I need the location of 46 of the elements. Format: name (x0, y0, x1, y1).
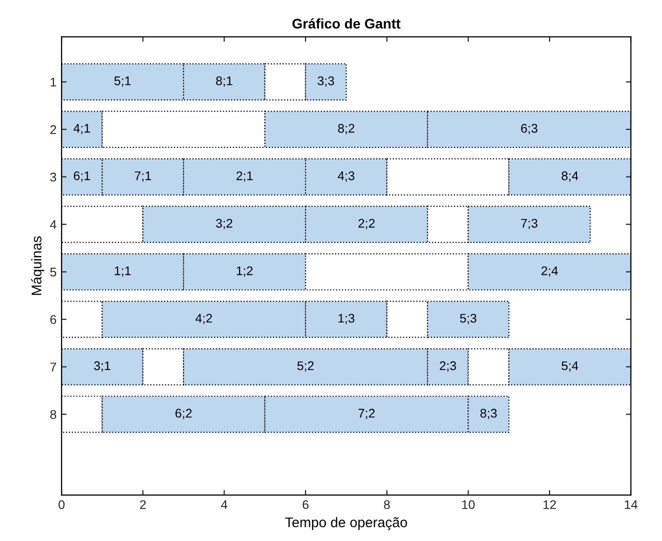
annotation: 7;1 (134, 172, 151, 182)
x-tick-label: 0 (58, 500, 65, 510)
x-tick-label: 6 (302, 500, 308, 510)
annotation: 8;3 (480, 408, 497, 420)
annotation: 7;3 (521, 218, 538, 230)
y-tick-label: 4 (50, 220, 56, 229)
x-tick-label: 2 (140, 500, 146, 509)
annotation: 5;4 (562, 361, 578, 372)
y-tick-label: 3 (50, 172, 56, 182)
chart-title: Gráfico de Gantt (292, 18, 400, 29)
annotation: 4;1 (74, 124, 90, 134)
annotation: 1;2 (236, 266, 253, 277)
y-tick-label: 8 (50, 410, 56, 419)
annotation: 2;2 (358, 218, 375, 230)
annotation: 6;1 (74, 171, 90, 182)
annotation: 3;2 (216, 218, 232, 230)
annotation: 3;1 (94, 361, 110, 372)
annotation: 2;1 (236, 171, 253, 182)
annotation: 6;2 (176, 408, 192, 420)
y-tick-label: 6 (50, 315, 56, 324)
annotation: 1;3 (338, 314, 354, 324)
annotation: 6;3 (521, 124, 538, 134)
annotation: 5;1 (114, 76, 131, 87)
y-tick-label: 7 (50, 362, 56, 372)
y-tick-label: 1 (50, 78, 56, 86)
annotation: 4;3 (338, 171, 354, 182)
annotation: 1;1 (114, 266, 131, 277)
x-tick-label: 4 (221, 500, 228, 509)
x-tick-label: 8 (384, 500, 390, 510)
x-tick-label: 10 (462, 500, 475, 510)
x-tick-label: 12 (544, 500, 556, 509)
x-axis-title: Tempo de operação (285, 517, 408, 530)
annotation: 2;3 (440, 361, 456, 372)
annotation: 7;2 (358, 408, 375, 420)
annotation: 3;3 (318, 76, 334, 87)
annotation: 8;2 (338, 124, 354, 134)
y-tick-label: 2 (50, 125, 56, 134)
annotation: 2;4 (541, 266, 558, 277)
annotation: 4;2 (195, 314, 212, 324)
y-tick-label: 5 (50, 268, 56, 276)
annotation: 8;4 (562, 171, 578, 182)
x-tick-label: 14 (624, 500, 638, 509)
y-axis-title: Máquinas (31, 236, 44, 295)
annotation: 8;1 (216, 76, 232, 87)
annotation: 5;2 (297, 361, 314, 372)
annotation: 5;3 (460, 314, 476, 324)
